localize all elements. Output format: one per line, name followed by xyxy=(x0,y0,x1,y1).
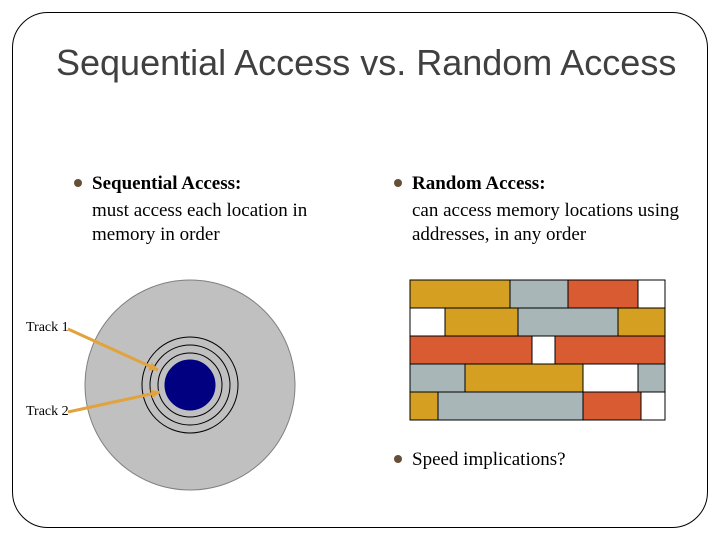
memory-blocks-diagram xyxy=(0,0,720,540)
slide: Sequential Access vs. Random Access Sequ… xyxy=(0,0,720,540)
